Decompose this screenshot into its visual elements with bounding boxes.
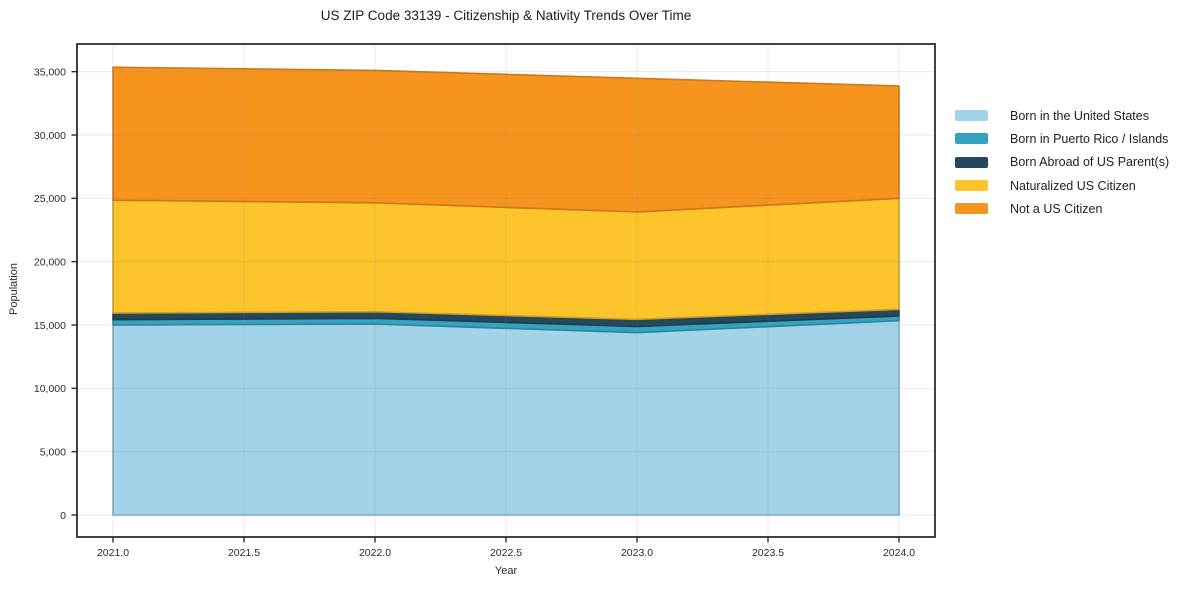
legend-item-born-in-the-united-states: Born in the United States — [955, 104, 1169, 127]
y-tick-label: 10,000 — [34, 383, 66, 395]
x-tick-label: 2023.0 — [621, 547, 653, 559]
legend-label: Naturalized US Citizen — [1010, 178, 1136, 193]
area-not-a-us-citizen — [112, 66, 900, 213]
x-tick-label: 2023.5 — [752, 547, 784, 559]
y-tick-label: 25,000 — [34, 193, 66, 205]
x-tick-label: 2024.0 — [883, 547, 915, 559]
y-tick-label: 5,000 — [40, 446, 66, 458]
legend-swatch-icon — [955, 133, 988, 145]
x-tick-label: 2022.5 — [490, 547, 522, 559]
y-tick-label: 20,000 — [34, 256, 66, 268]
y-tick-label: 0 — [60, 510, 66, 522]
legend-item-born-abroad-of-us-parent-s: Born Abroad of US Parent(s) — [955, 151, 1169, 174]
legend-swatch-icon — [955, 203, 988, 215]
x-tick-label: 2021.5 — [228, 547, 260, 559]
chart-title: US ZIP Code 33139 - Citizenship & Nativi… — [320, 8, 692, 23]
legend-swatch-icon — [955, 156, 988, 168]
legend-label: Born in Puerto Rico / Islands — [1010, 131, 1169, 146]
legend-label: Born in the United States — [1010, 108, 1149, 123]
y-tick-label: 15,000 — [34, 320, 66, 332]
x-tick-label: 2022.0 — [359, 547, 391, 559]
legend-item-born-in-puerto-rico-islands: Born in Puerto Rico / Islands — [955, 127, 1169, 150]
legend-swatch-icon — [955, 180, 988, 192]
legend-label: Born Abroad of US Parent(s) — [1010, 155, 1170, 170]
legend-item-naturalized-us-citizen: Naturalized US Citizen — [955, 174, 1169, 197]
legend-item-not-a-us-citizen: Not a US Citizen — [955, 197, 1169, 220]
y-tick-label: 35,000 — [34, 66, 66, 78]
legend-swatch-icon — [955, 110, 988, 122]
legend-label: Not a US Citizen — [1010, 201, 1103, 216]
legend: Born in the United States Born in Puerto … — [955, 104, 1169, 220]
y-tick-label: 30,000 — [34, 130, 66, 142]
x-axis-label: Year — [494, 565, 518, 577]
x-tick-label: 2021.0 — [97, 547, 129, 559]
